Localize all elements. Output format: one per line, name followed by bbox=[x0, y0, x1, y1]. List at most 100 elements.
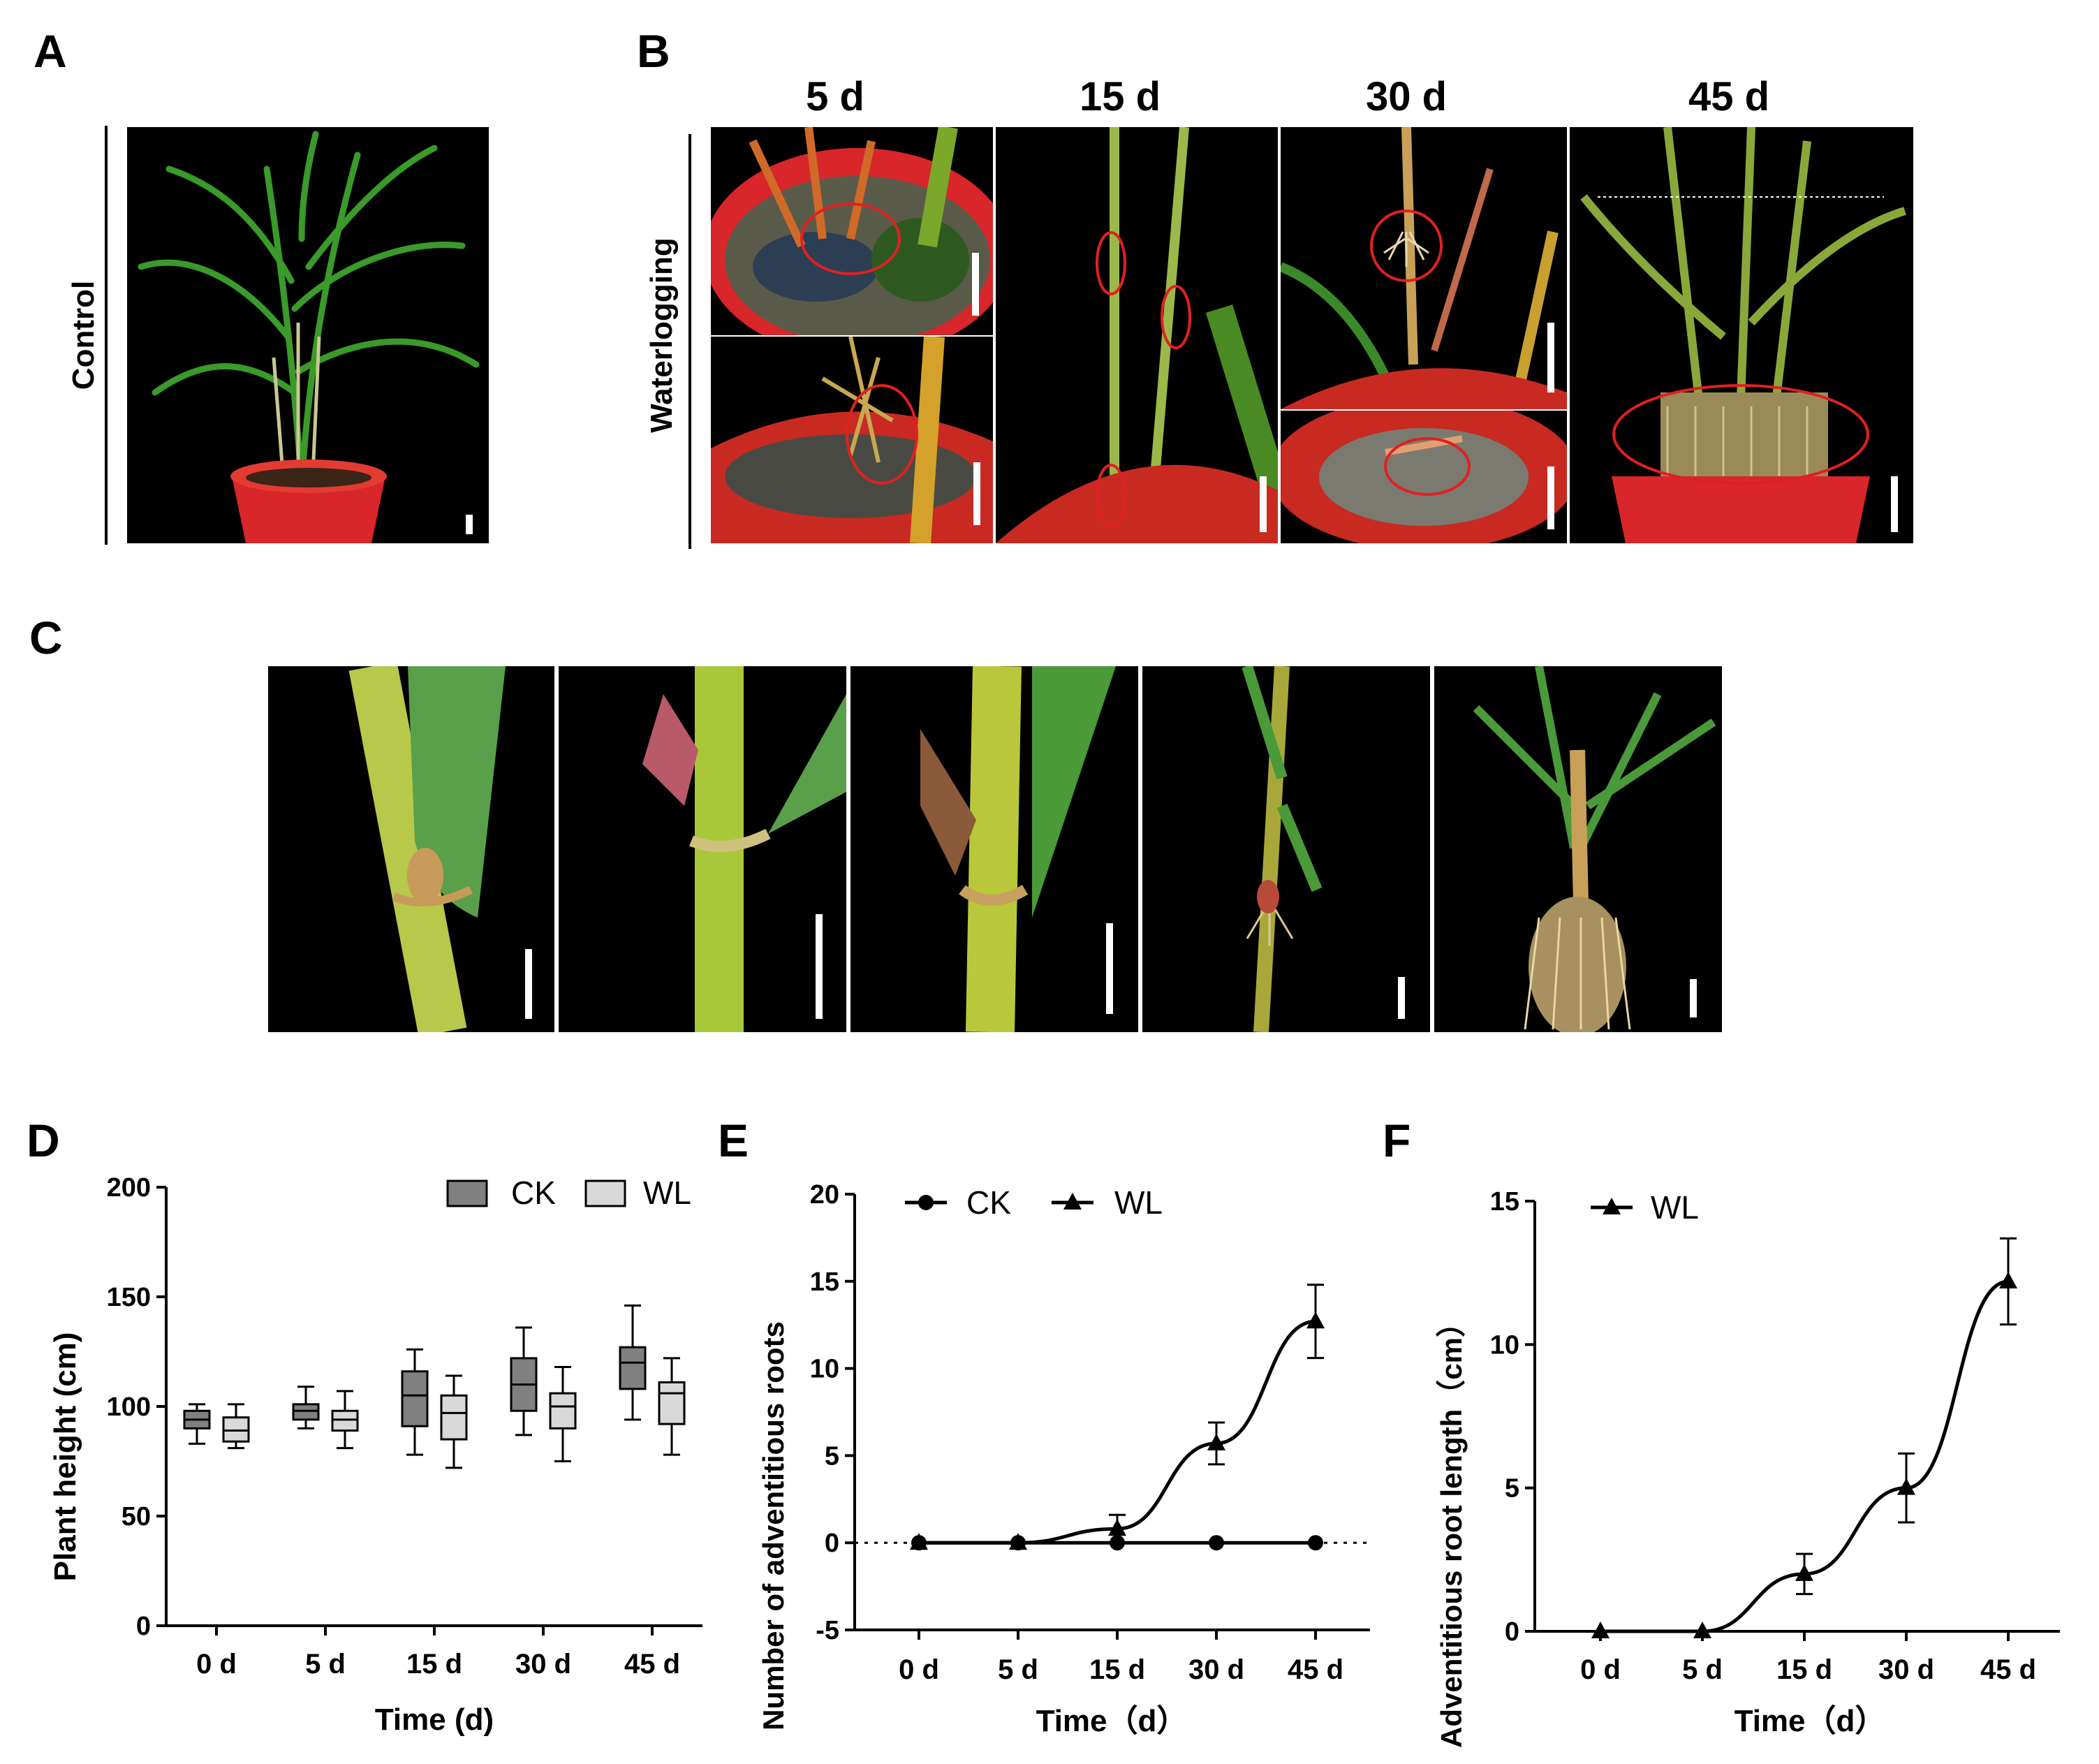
chart-d-xlabel: Time (d) bbox=[375, 1703, 494, 1737]
box-body bbox=[292, 1403, 320, 1421]
box-wl-0d bbox=[222, 1403, 250, 1450]
box-wl-30d bbox=[549, 1365, 577, 1462]
adventitious-root-stage-2-photo bbox=[559, 666, 846, 1032]
pot-side-drawing bbox=[711, 337, 993, 543]
box-ck-30d bbox=[510, 1326, 538, 1436]
legend-label-ck: CK bbox=[966, 1184, 1011, 1221]
box-ck-0d bbox=[183, 1403, 211, 1445]
legend-marker-ck bbox=[918, 1195, 934, 1210]
plant-roots-drawing bbox=[1580, 127, 1906, 543]
chart-d-x-tick-label: 45 d bbox=[624, 1649, 680, 1680]
legend-label-ck: CK bbox=[511, 1175, 556, 1211]
legend-swatch-wl bbox=[584, 1179, 626, 1207]
chart-d-y-tick-label: 50 bbox=[121, 1502, 151, 1531]
stem-drawing bbox=[996, 127, 1278, 543]
chart-d-x-tick-label: 0 d bbox=[196, 1649, 237, 1680]
chart-e-xlabel: Time（d） bbox=[1036, 1704, 1188, 1738]
chart-e-y-tick-label: 20 bbox=[810, 1180, 839, 1210]
scale-bar bbox=[1260, 476, 1267, 532]
chart-e-series-line-wl bbox=[919, 1319, 1316, 1545]
legend-marker-wl bbox=[1603, 1198, 1621, 1214]
chart-e-point-wl bbox=[1108, 1519, 1126, 1536]
chart-f-point-wl bbox=[1591, 1622, 1610, 1638]
box-wl-45d bbox=[658, 1357, 686, 1456]
waterlogging-15d-photo bbox=[996, 127, 1278, 543]
chart-f-y-tick-label: 5 bbox=[1505, 1474, 1519, 1504]
chart-e-point-wl bbox=[1306, 1311, 1325, 1329]
control-plant-photo bbox=[127, 127, 489, 543]
panel-b-side-label: Waterlogging bbox=[645, 237, 679, 433]
chart-d-x-tick-label: 5 d bbox=[305, 1649, 346, 1680]
chart-f-point-wl bbox=[1897, 1478, 1915, 1495]
chart-d-y-tick-label: 150 bbox=[107, 1283, 151, 1312]
chart-e-x-tick-label: 45 d bbox=[1288, 1654, 1343, 1685]
chart-e-y-tick-label: 10 bbox=[810, 1355, 839, 1384]
chart-e-x-tick-label: 30 d bbox=[1188, 1654, 1244, 1685]
legend-label-wl: WL bbox=[1114, 1184, 1163, 1221]
chart-e-x-tick-label: 15 d bbox=[1089, 1654, 1145, 1685]
adventitious-root-stage-3-photo bbox=[850, 666, 1138, 1032]
chart-f-x-tick-label: 45 d bbox=[1980, 1654, 2036, 1685]
box-body bbox=[222, 1416, 250, 1443]
box-wl-5d bbox=[331, 1390, 359, 1450]
chart-d-ylabel: Plant height (cm) bbox=[48, 1332, 82, 1582]
chart-f-xlabel: Time（d） bbox=[1735, 1704, 1886, 1738]
day-label-15d: 15 d bbox=[1079, 74, 1161, 119]
chart-e-legend: CK WL bbox=[905, 1184, 1163, 1221]
scale-bar bbox=[1106, 923, 1113, 1014]
legend-label-wl: WL bbox=[643, 1175, 691, 1211]
chart-e-y-tick-label: -5 bbox=[816, 1616, 839, 1645]
box-body bbox=[331, 1409, 359, 1432]
chart-f-point-wl bbox=[1795, 1564, 1813, 1581]
scale-bar bbox=[1547, 466, 1554, 529]
waterlogging-5d-top-photo bbox=[711, 127, 993, 335]
adventitious-root-stage-5-photo bbox=[1434, 666, 1722, 1032]
chart-d-x-tick-label: 15 d bbox=[406, 1649, 462, 1680]
chart-f-x-tick-label: 15 d bbox=[1776, 1654, 1832, 1685]
panel-a-side-label: Control bbox=[66, 280, 101, 390]
scale-bar bbox=[1547, 323, 1554, 392]
chart-f-point-wl bbox=[1999, 1271, 2017, 1288]
chart-d-legend: CK WL bbox=[446, 1175, 691, 1211]
chart-f-adventitious-root-length: F Adventitious root length（cm） Time（d） W… bbox=[1383, 1115, 2060, 1748]
scale-bar bbox=[1891, 476, 1898, 532]
chart-d-y-tick-label: 100 bbox=[107, 1392, 151, 1422]
chart-f-x-tick-label: 0 d bbox=[1580, 1654, 1621, 1685]
legend-swatch-ck bbox=[446, 1179, 488, 1207]
adventitious-root-stage-4-photo bbox=[1142, 666, 1430, 1032]
scale-bar bbox=[525, 949, 532, 1019]
plant-roots-drawing bbox=[1473, 666, 1716, 1032]
pot-top-drawing bbox=[711, 127, 993, 335]
panel-label-b: B bbox=[637, 25, 670, 77]
box-body bbox=[401, 1370, 429, 1427]
box-ck-5d bbox=[292, 1386, 320, 1429]
chart-e-y-tick-label: 15 bbox=[810, 1267, 839, 1297]
chart-f-y-tick-label: 15 bbox=[1490, 1187, 1519, 1217]
chart-e-point-ck bbox=[1308, 1535, 1323, 1551]
chart-d-plant-height: D Plant height (cm) Time (d) CK WL 0 50 10… bbox=[27, 1115, 702, 1737]
scale-bar bbox=[466, 515, 473, 534]
chart-e-y-tick-label: 0 bbox=[825, 1529, 839, 1558]
legend-label-wl: WL bbox=[1651, 1189, 1699, 1226]
chart-f-x-tick-label: 30 d bbox=[1878, 1654, 1934, 1685]
box-wl-15d bbox=[440, 1374, 468, 1469]
scale-bar bbox=[1690, 979, 1697, 1017]
chart-f-ylabel: Adventitious root length（cm） bbox=[1435, 1308, 1468, 1748]
box-ck-15d bbox=[401, 1348, 429, 1456]
panel-b-divider bbox=[688, 134, 691, 549]
panel-label-e: E bbox=[718, 1115, 749, 1166]
pot-top-drawing bbox=[1281, 411, 1567, 543]
box-ck-45d bbox=[619, 1304, 647, 1421]
chart-e-ylabel: Number of adventitious roots bbox=[757, 1321, 790, 1730]
chart-d-y-tick-label: 200 bbox=[107, 1173, 151, 1203]
chart-e-x-tick-label: 5 d bbox=[998, 1654, 1038, 1685]
waterlogging-5d-bottom-photo bbox=[711, 337, 993, 543]
panel-label-f: F bbox=[1383, 1115, 1411, 1166]
charts-area: D Plant height (cm) Time (d) CK WL 05010… bbox=[27, 1115, 2060, 1748]
panel-label-a: A bbox=[34, 25, 67, 77]
chart-f-series-line-wl bbox=[1600, 1279, 2009, 1633]
panel-label-c: C bbox=[29, 612, 63, 663]
control-plant-drawing bbox=[138, 131, 480, 543]
box-body bbox=[549, 1392, 577, 1429]
scale-bar bbox=[816, 914, 823, 1019]
